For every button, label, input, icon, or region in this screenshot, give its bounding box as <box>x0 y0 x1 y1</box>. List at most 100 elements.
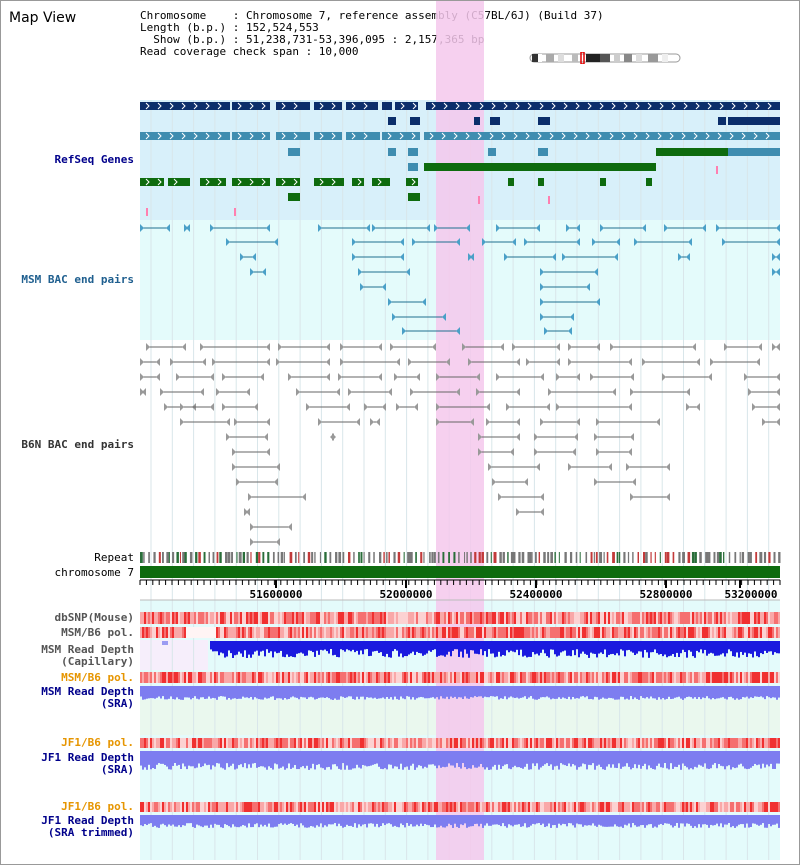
track-label-refseq-genes[interactable]: RefSeq Genes <box>54 153 134 166</box>
msm-b6-polymorphism-cell <box>532 627 534 638</box>
msm-b6-polymorphism-cell <box>250 627 252 638</box>
jf1-sra-depth-bar <box>422 751 424 769</box>
msm-capillary-depth-bar <box>218 641 220 656</box>
msm-b6-polymorphism-cell-2 <box>554 672 556 683</box>
msm-sra-depth-bar <box>432 686 434 698</box>
msm-bac-end <box>568 327 572 335</box>
jf1-sra-depth-bar <box>398 751 400 770</box>
jf1-b6-polymorphism-cell <box>380 738 382 748</box>
msm-sra-depth-bar <box>594 686 596 697</box>
track-label-jf1-depth-sra[interactable]: JF1 Read Depth (SRA) <box>41 752 134 776</box>
jf1-b6-polymorphism-cell-2 <box>484 802 486 812</box>
jf1-b6-polymorphism-cell <box>402 738 404 748</box>
dbsnp-density-cell <box>640 612 642 624</box>
msm-b6-polymorphism-cell-2 <box>544 672 546 683</box>
jf1-sra-depth-bar <box>222 751 224 769</box>
track-label-jf1-b6-pol-2[interactable]: JF1/B6 pol. <box>61 800 134 813</box>
jf1-b6-polymorphism-cell-2 <box>226 802 228 812</box>
msm-b6-polymorphism-cell-2 <box>452 672 454 683</box>
jf1-b6-polymorphism-cell-2 <box>304 802 306 812</box>
msm-sra-depth-bar <box>746 686 748 697</box>
jf1-b6-polymorphism-cell <box>338 738 340 748</box>
jf1-sra-depth-bar <box>366 751 368 767</box>
msm-b6-polymorphism-cell-2 <box>208 672 210 683</box>
msm-b6-polymorphism-cell-2 <box>706 672 708 683</box>
msm-bac-end <box>262 268 266 276</box>
msm-b6-polymorphism-cell <box>470 627 472 638</box>
msm-b6-polymorphism-cell <box>584 627 586 638</box>
jf1-b6-polymorphism-cell <box>500 738 502 748</box>
track-label-dbsnp[interactable]: dbSNP(Mouse) <box>54 611 134 624</box>
msm-b6-polymorphism-cell <box>608 627 610 638</box>
repeat-element <box>166 552 169 563</box>
jf1-sra-depth-bar <box>482 751 484 768</box>
jf1-sra-trimmed-depth-bar <box>540 815 542 826</box>
msm-sra-depth-bar <box>286 686 288 700</box>
track-label-msm-bac[interactable]: MSM BAC end pairs <box>21 273 134 286</box>
track-label-msm-b6-pol-2[interactable]: MSM/B6 pol. <box>61 671 134 684</box>
track-label-msm-b6-pol[interactable]: MSM/B6 pol. <box>61 626 134 639</box>
jf1-sra-depth-bar <box>350 751 352 770</box>
jf1-b6-polymorphism-cell-2 <box>632 802 634 812</box>
dbsnp-density-cell <box>330 612 332 624</box>
jf1-sra-trimmed-depth-bar <box>220 815 222 828</box>
jf1-b6-polymorphism-cell <box>268 738 270 748</box>
dbsnp-density-cell <box>572 612 574 624</box>
b6n-bac-end <box>476 388 480 396</box>
msm-b6-polymorphism-cell-2 <box>756 672 758 683</box>
msm-b6-polymorphism-cell <box>394 627 396 638</box>
msm-capillary-depth-bar <box>560 641 562 653</box>
jf1-sra-depth-bar <box>704 751 706 764</box>
msm-sra-depth-bar <box>300 686 302 697</box>
msm-b6-polymorphism-cell-2 <box>142 672 144 683</box>
jf1-b6-polymorphism-cell-2 <box>278 802 280 812</box>
msm-b6-polymorphism-cell <box>428 627 430 638</box>
msm-capillary-depth-bar <box>552 641 554 650</box>
jf1-b6-polymorphism-cell-2 <box>348 802 350 812</box>
msm-b6-polymorphism-cell-2 <box>568 672 570 683</box>
b6n-bac-end <box>662 373 666 381</box>
jf1-sra-trimmed-depth-bar <box>390 815 392 825</box>
msm-sra-depth-bar <box>488 686 490 698</box>
msm-b6-polymorphism-cell <box>320 627 322 638</box>
msm-b6-polymorphism-cell-2 <box>246 672 248 683</box>
msm-capillary-depth-bar <box>384 641 386 657</box>
msm-b6-polymorphism-cell-2 <box>332 672 334 683</box>
msm-b6-polymorphism-cell-2 <box>232 672 234 683</box>
jf1-b6-polymorphism-cell <box>262 738 264 748</box>
msm-b6-polymorphism-cell <box>712 627 714 638</box>
jf1-sra-trimmed-depth-bar <box>622 815 624 828</box>
jf1-b6-polymorphism-cell <box>328 738 330 748</box>
jf1-b6-polymorphism-cell <box>632 738 634 748</box>
gene-strand-mark <box>621 132 626 140</box>
msm-sra-depth-bar <box>222 686 224 697</box>
msm-sra-depth-bar <box>760 686 762 697</box>
jf1-sra-depth-bar <box>560 751 562 764</box>
track-label-msm-depth-sra[interactable]: MSM Read Depth (SRA) <box>41 686 134 710</box>
track-label-jf1-b6-pol[interactable]: JF1/B6 pol. <box>61 736 134 749</box>
msm-bac-end <box>776 253 780 261</box>
repeat-element <box>255 552 259 563</box>
jf1-b6-polymorphism-cell-2 <box>472 802 474 812</box>
jf1-sra-trimmed-depth-bar <box>766 815 768 828</box>
jf1-sra-depth-bar <box>454 751 456 768</box>
jf1-sra-depth-bar <box>354 751 356 769</box>
msm-bac-end <box>570 313 574 321</box>
jf1-b6-polymorphism-cell <box>366 738 368 748</box>
jf1-b6-polymorphism-cell <box>508 738 510 748</box>
track-label-b6n-bac[interactable]: B6N BAC end pairs <box>21 438 134 451</box>
track-label-jf1-depth-trimmed[interactable]: JF1 Read Depth (SRA trimmed) <box>41 815 134 839</box>
msm-capillary-depth-bar <box>420 641 422 654</box>
jf1-b6-polymorphism-cell <box>748 738 750 748</box>
jf1-b6-polymorphism-cell-2 <box>300 802 302 812</box>
msm-b6-polymorphism-cell-2 <box>668 672 670 683</box>
msm-b6-polymorphism-cell-2 <box>550 672 552 683</box>
msm-capillary-depth-bar <box>512 641 514 652</box>
msm-capillary-depth-bar <box>534 641 536 655</box>
msm-capillary-depth-bar <box>396 641 398 651</box>
chromosome-ideogram[interactable] <box>528 52 684 64</box>
dbsnp-density-cell <box>438 612 440 624</box>
refseq-gene <box>276 132 310 140</box>
track-label-msm-depth-capillary[interactable]: MSM Read Depth (Capillary) <box>41 644 134 668</box>
